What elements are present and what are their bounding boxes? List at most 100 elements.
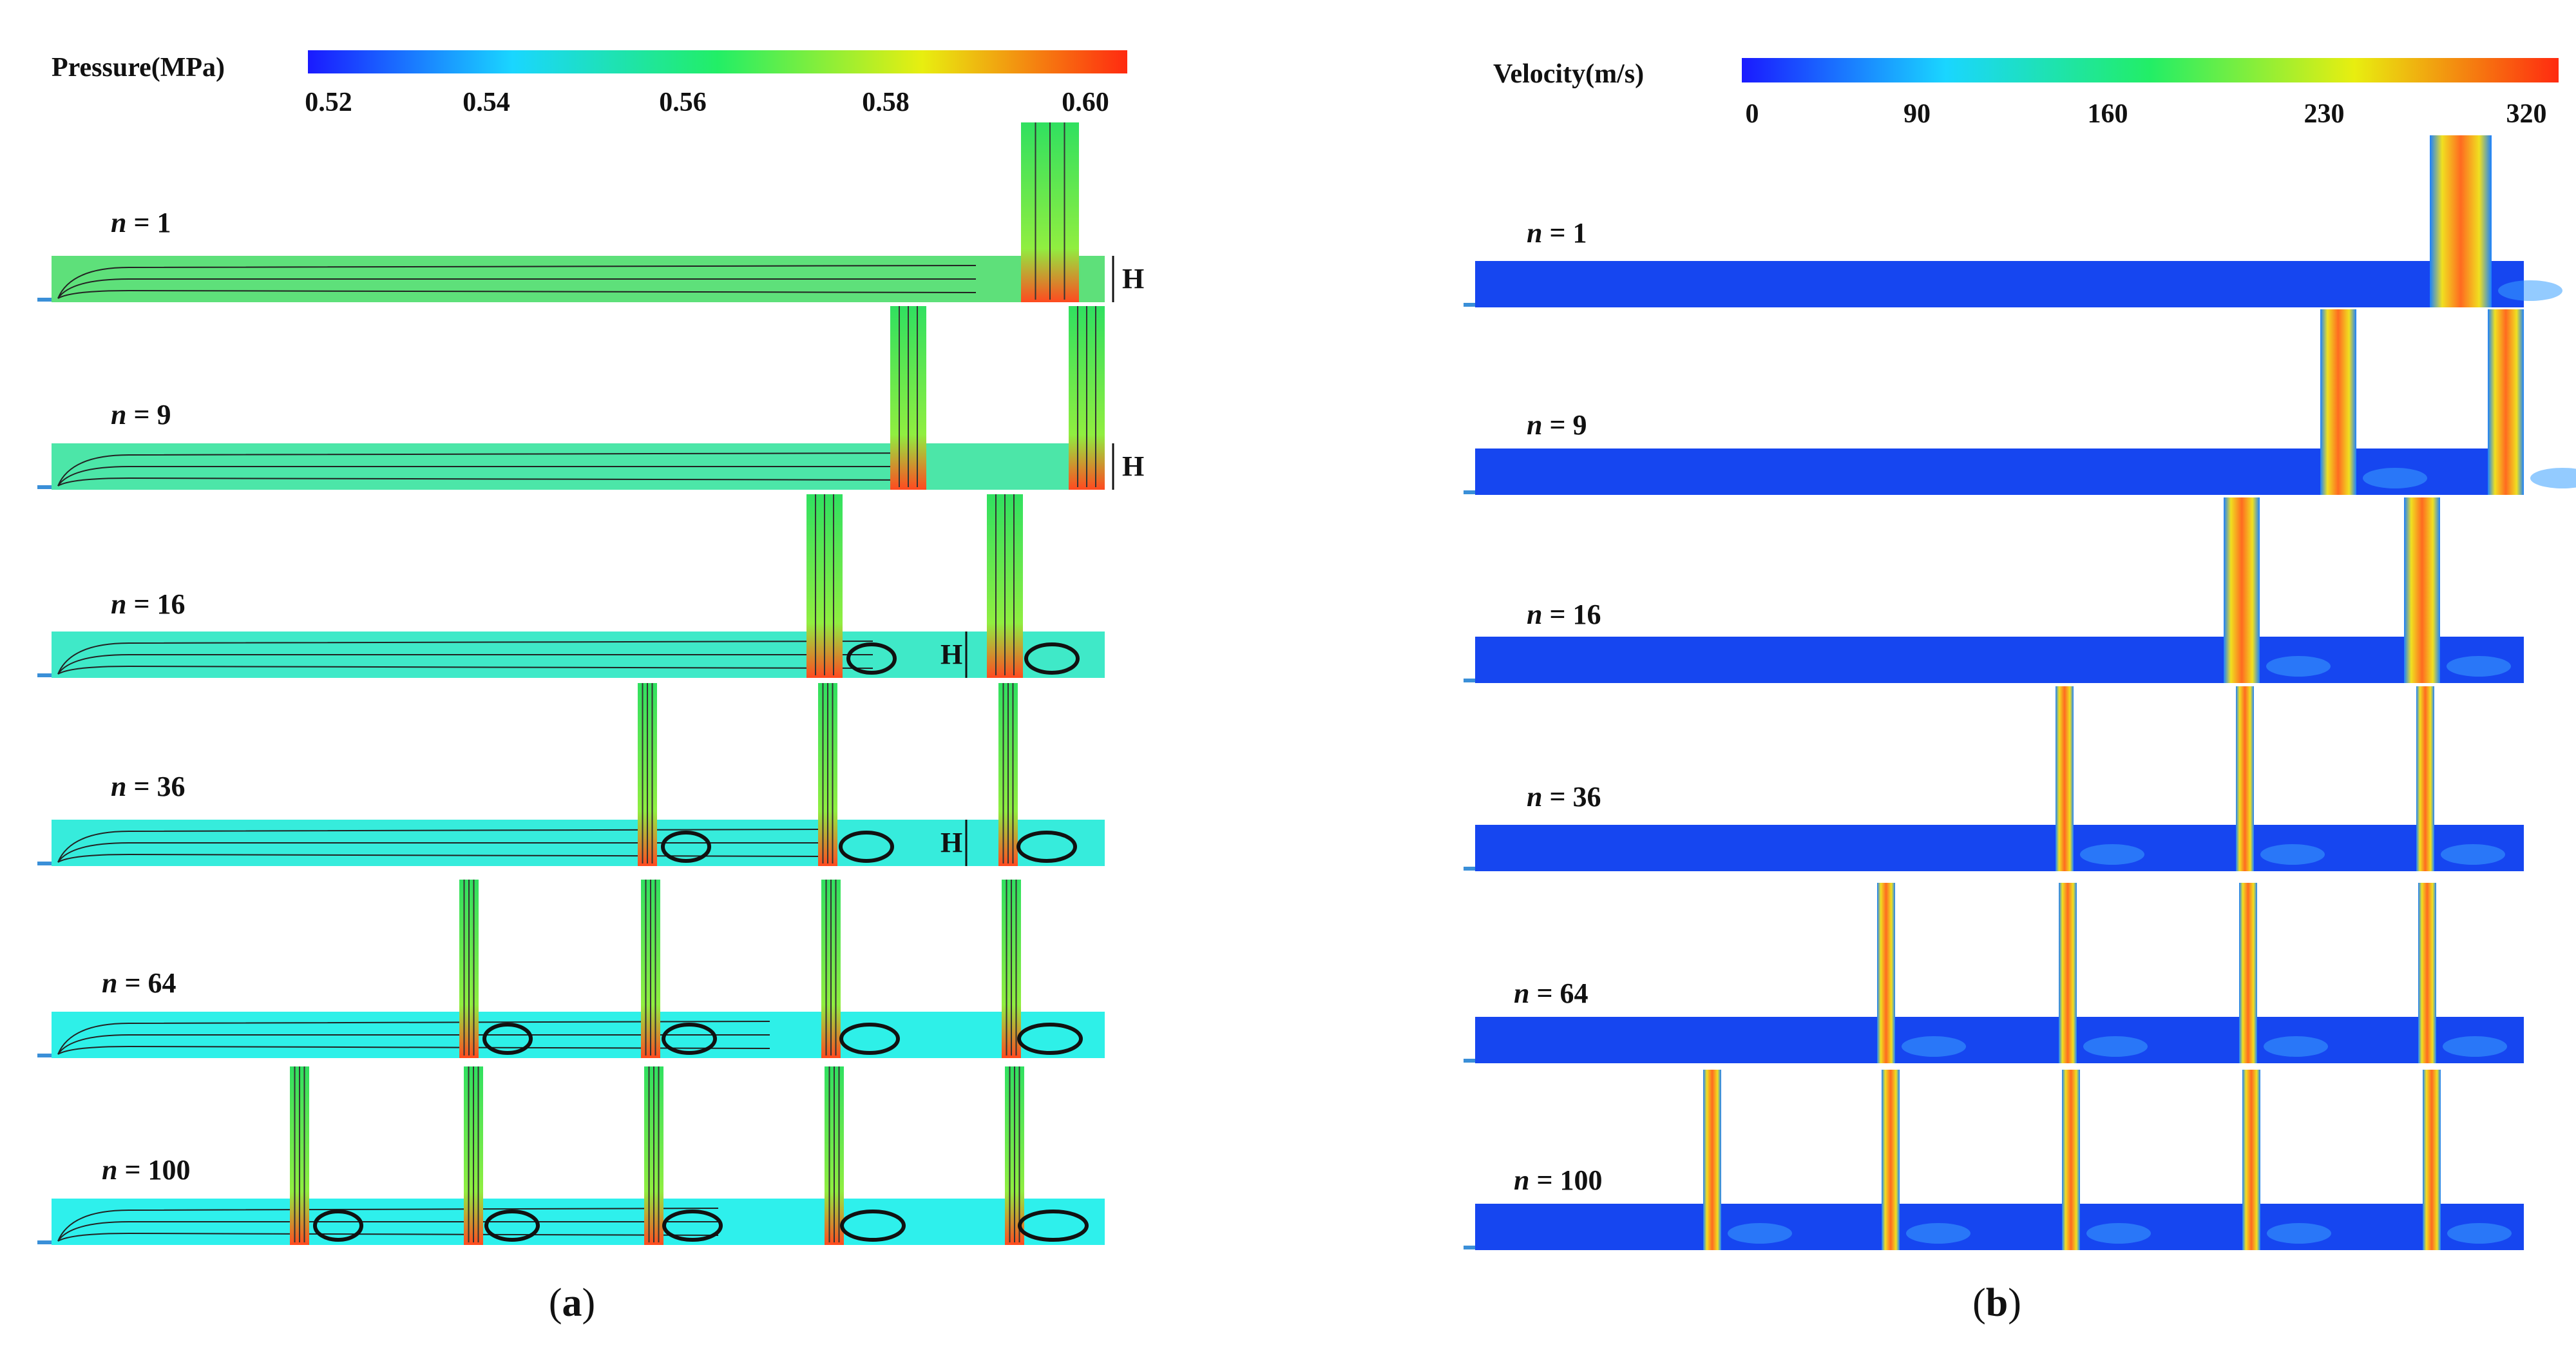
panel-b-jet-2 <box>2416 686 2434 871</box>
panel-b-jet-1 <box>2488 309 2524 495</box>
panel-a-height-label: H <box>1122 263 1144 294</box>
panel-b-jet-0 <box>1703 1070 1721 1250</box>
panel-a-vortex <box>484 1210 540 1242</box>
panel-b-row-1: n = 9 <box>1464 309 2576 495</box>
panel-b-n-label: n = 36 <box>1527 781 1601 813</box>
panel-a-vortex <box>1024 642 1080 675</box>
panel-b-jet-3 <box>2418 883 2436 1063</box>
panel-a-height-label: H <box>940 827 962 858</box>
panel-a-vortex <box>1017 1023 1083 1055</box>
panel-b-wake <box>2530 468 2576 488</box>
panel-a-streamline <box>57 665 873 675</box>
panel-b-wake <box>2086 1223 2151 1244</box>
panel-b-wake <box>2080 844 2144 865</box>
panel-b-n-label: n = 16 <box>1527 599 1601 630</box>
panel-a-streamline <box>57 265 977 299</box>
panel-b-jet-0 <box>2224 497 2260 683</box>
pressure-colorbar-tick-2: 0.56 <box>659 88 707 117</box>
panel-b-jet-2 <box>2239 883 2257 1063</box>
panel-a-streamline <box>57 452 925 487</box>
pressure-colorbar-tick-0: 0.52 <box>305 88 352 117</box>
panel-b-wake <box>2264 1036 2328 1057</box>
panel-b-wake <box>2266 656 2331 677</box>
panel-a-vortex <box>313 1210 363 1242</box>
panel-a-streamline <box>57 278 976 299</box>
panel-b-wake <box>2443 1036 2507 1057</box>
velocity-colorbar-tick-1: 90 <box>1903 99 1931 129</box>
panel-b-wake <box>2441 844 2505 865</box>
panel-a-height-label: H <box>1122 450 1144 482</box>
panel-a-n-label: n = 9 <box>111 399 171 430</box>
velocity-colorbar-title: Velocity(m/s) <box>1493 59 1644 89</box>
panel-a-n-label: n = 16 <box>111 588 186 620</box>
pressure-colorbar-title: Pressure(MPa) <box>52 53 225 82</box>
panel-a-streamline <box>57 853 822 863</box>
panel-b-n-label: n = 9 <box>1527 409 1587 441</box>
panel-b-jet-1 <box>2404 497 2440 683</box>
panel-a-streamline <box>57 466 924 487</box>
panel-a-streamline <box>57 477 925 487</box>
panel-b-channel <box>1475 825 2524 871</box>
panel-b-jet-1 <box>1882 1070 1900 1250</box>
panel-a-streamline <box>57 1232 719 1242</box>
panel-b-jet-3 <box>2242 1070 2260 1250</box>
panel-b-wake <box>2267 1223 2331 1244</box>
panel-b-jet-1 <box>2236 686 2254 871</box>
velocity-colorbar-tick-4: 320 <box>2506 99 2547 129</box>
panel-a-streamline <box>57 829 822 863</box>
panel-a-streamline <box>57 1221 718 1242</box>
caption-b: (b) <box>1972 1281 2021 1325</box>
caption-a: (a) <box>549 1281 595 1325</box>
panel-a-vortex <box>839 831 894 863</box>
panel-b-wake <box>2447 1223 2512 1244</box>
panel-a-streamline <box>57 1034 770 1055</box>
panel-b-n-label: n = 1 <box>1527 217 1587 249</box>
pressure-colorbar: Pressure(MPa) 0.52 0.54 0.56 0.58 0.60 <box>52 50 1127 117</box>
velocity-colorbar-tick-2: 160 <box>2088 99 2128 129</box>
pressure-colorbar-tick-1: 0.54 <box>463 88 510 117</box>
panel-a-n-label: n = 100 <box>102 1154 191 1186</box>
pressure-colorbar-bar <box>308 50 1127 73</box>
panel-b-n-label: n = 100 <box>1514 1164 1603 1196</box>
panel-b-wake <box>2260 844 2325 865</box>
pressure-colorbar-ticks: 0.52 0.54 0.56 0.58 0.60 <box>305 88 1109 117</box>
panel-a-streamline <box>57 1208 719 1242</box>
panel-a-row-1: Hn = 9 <box>37 306 1144 490</box>
panel-b-wake <box>1906 1223 1970 1244</box>
panel-b-wake <box>2447 656 2511 677</box>
panel-a-height-label: H <box>940 639 962 670</box>
panel-a-streamline <box>57 1021 770 1055</box>
panel-b-wake <box>2083 1036 2148 1057</box>
panel-b-jet-1 <box>2059 883 2077 1063</box>
panel-a-streamline <box>57 1045 770 1055</box>
velocity-colorbar-bar <box>1742 58 2559 82</box>
panel-b-wake <box>1902 1036 1966 1057</box>
velocity-colorbar-tick-3: 230 <box>2304 99 2345 129</box>
panel-b-jet-0 <box>2430 135 2492 307</box>
panel-a-row-5: n = 100 <box>37 1066 1105 1245</box>
panel-a-streamline <box>57 654 873 675</box>
panel-b-wake <box>2363 468 2427 488</box>
panel-a-row-0: Hn = 1 <box>37 122 1144 302</box>
panel-a-vortex <box>1016 831 1077 863</box>
panel-b-channel <box>1475 261 2524 307</box>
panel-a-vortex <box>1018 1210 1089 1242</box>
panel-b-rows: n = 1 n = 9 n = 16 n = 36 n = 64 n = 100 <box>1464 135 2576 1250</box>
panel-a-vortex <box>661 831 711 863</box>
velocity-colorbar: Velocity(m/s) 0 90 160 230 320 <box>1493 58 2559 129</box>
panel-a-vortex <box>846 642 897 675</box>
panel-a-n-label: n = 36 <box>111 771 186 802</box>
panel-a-vortex <box>662 1023 717 1055</box>
panel-b-jet-0 <box>1877 883 1895 1063</box>
panel-a-vortex <box>482 1023 533 1055</box>
pressure-colorbar-tick-4: 0.60 <box>1062 88 1109 117</box>
panel-b-jet-0 <box>2056 686 2074 871</box>
panel-b-wake <box>2498 280 2562 301</box>
panel-b-jet-4 <box>2423 1070 2441 1250</box>
panel-a-row-2: Hn = 16 <box>37 494 1105 678</box>
panel-a-vortex <box>840 1210 906 1242</box>
panel-a-row-4: n = 64 <box>37 880 1105 1058</box>
pressure-colorbar-tick-3: 0.58 <box>862 88 910 117</box>
